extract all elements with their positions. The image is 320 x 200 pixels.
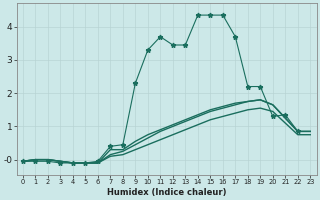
X-axis label: Humidex (Indice chaleur): Humidex (Indice chaleur) — [107, 188, 226, 197]
